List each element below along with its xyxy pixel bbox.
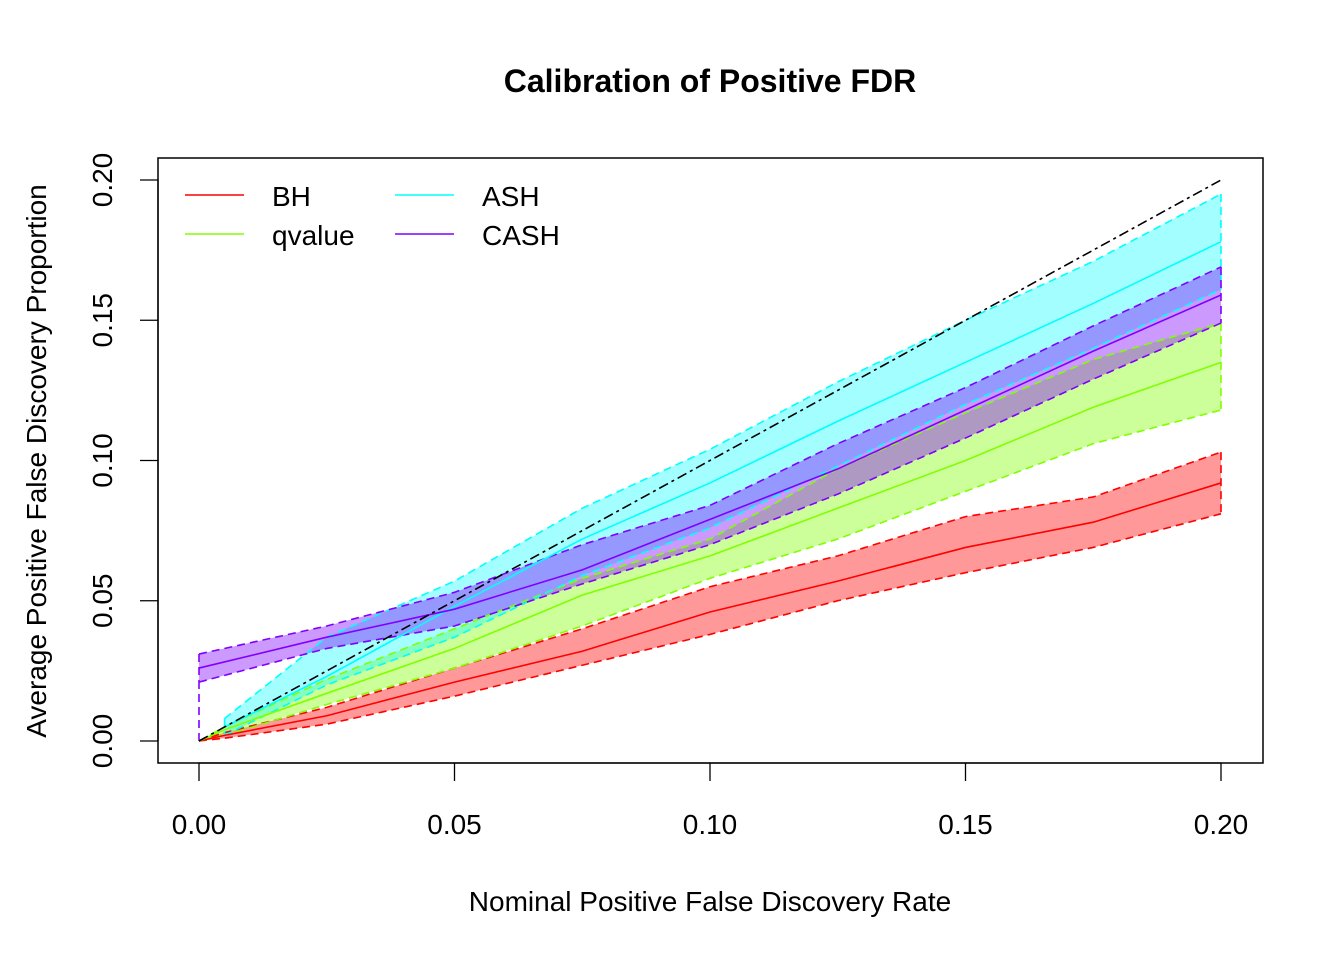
lower-bound-cash — [198, 322, 1222, 683]
mean-line-cash — [198, 294, 1222, 669]
mean-lines — [198, 240, 1222, 742]
mean-line-ash — [224, 240, 1222, 728]
y-tick-label: 0.00 — [87, 714, 118, 769]
legend-label-bh: BH — [272, 181, 311, 212]
mean-line-bh — [198, 482, 1222, 742]
y-tick-label: 0.20 — [87, 153, 118, 208]
legend-label-ash: ASH — [482, 181, 540, 212]
x-axis-label: Nominal Positive False Discovery Rate — [469, 886, 951, 917]
x-tick-label: 0.20 — [1194, 809, 1249, 840]
y-tick-label: 0.15 — [87, 293, 118, 348]
legend-label-cash: CASH — [482, 220, 560, 251]
legend: BH qvalue ASH CASH — [185, 181, 560, 251]
y-tick-label: 0.10 — [87, 433, 118, 488]
band-bounds — [198, 193, 1222, 742]
lower-bound-bh — [198, 513, 1222, 742]
band-cash — [199, 266, 1221, 683]
legend-label-qvalue: qvalue — [272, 220, 355, 251]
x-tick-label: 0.10 — [683, 809, 738, 840]
mean-line-qvalue — [198, 361, 1222, 742]
y-tick-label: 0.05 — [87, 574, 118, 629]
x-tick-label: 0.00 — [172, 809, 227, 840]
chart-title: Calibration of Positive FDR — [504, 63, 916, 99]
lower-bound-qvalue — [198, 409, 1222, 742]
band-ash — [224, 194, 1222, 736]
identity-reference-line — [198, 179, 1222, 742]
y-axis-label: Average Positive False Discovery Proport… — [21, 184, 52, 738]
upper-bound-qvalue — [198, 322, 1222, 742]
y-axis: 0.00 0.05 0.10 0.15 0.20 — [87, 153, 159, 769]
lower-bound-ash — [224, 288, 1222, 737]
x-axis: 0.00 0.05 0.10 0.15 0.20 — [172, 762, 1249, 840]
x-tick-label: 0.15 — [938, 809, 993, 840]
x-tick-label: 0.05 — [427, 809, 482, 840]
upper-bound-cash — [198, 266, 1222, 655]
upper-bound-ash — [224, 193, 1222, 720]
